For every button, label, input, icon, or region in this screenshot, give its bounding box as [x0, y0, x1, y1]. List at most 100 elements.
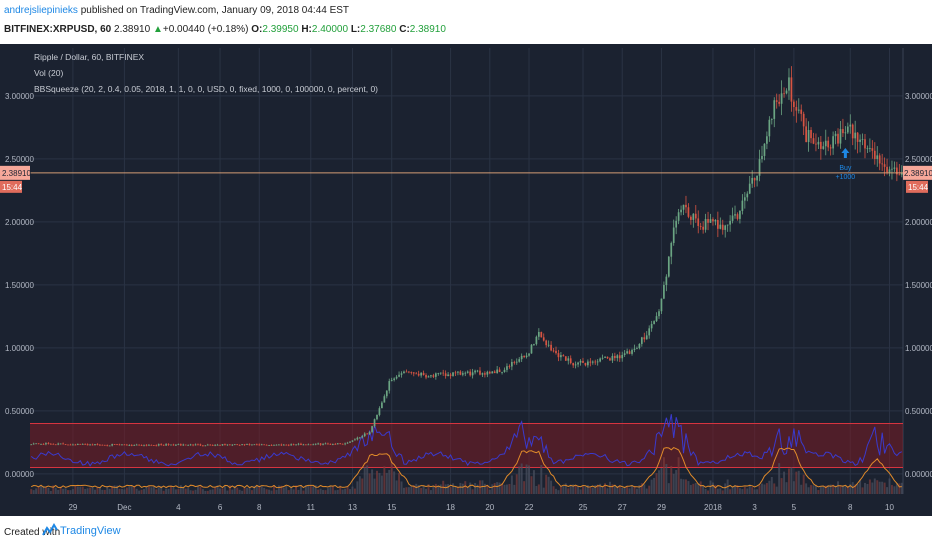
volume-bar	[555, 488, 557, 494]
volume-bar	[496, 482, 499, 494]
x-tick-label: Dec	[117, 503, 131, 512]
candle-body	[430, 375, 432, 377]
volume-bar	[326, 488, 329, 494]
candle-body	[329, 443, 332, 445]
candle-body	[410, 372, 413, 373]
price-chart[interactable]: Buy +1000 3.00000 2.50000 2.00000 1.50000 1.…	[0, 44, 932, 516]
volume-bar	[277, 485, 280, 494]
volume-bar	[476, 484, 479, 494]
candle-body	[331, 443, 334, 445]
candle-body	[96, 444, 99, 445]
candle-body	[633, 348, 636, 350]
volume-bar	[895, 483, 898, 494]
volume-bar	[547, 476, 550, 494]
volume-bar	[253, 485, 256, 494]
volume-bar	[488, 489, 491, 494]
tradingview-logo-icon[interactable]	[42, 523, 58, 537]
volume-bar	[54, 487, 57, 494]
candle-body	[812, 138, 815, 144]
candle-body	[829, 147, 832, 149]
candle-body	[349, 441, 351, 443]
left-price-axis[interactable]: 3.00000 2.50000 2.00000 1.50000 1.00000 0.500…	[5, 92, 34, 479]
candle-body	[636, 348, 638, 349]
candle-body	[574, 364, 577, 366]
x-tick-label: 18	[446, 503, 455, 512]
volume-bar	[412, 485, 415, 494]
low-value: 2.37680	[360, 24, 397, 35]
candle-body	[555, 350, 557, 354]
volume-bar	[407, 487, 410, 494]
right-price-axis[interactable]: 3.00000 2.50000 2.00000 1.50000 1.00000 0.500…	[905, 92, 932, 479]
candle-body	[305, 444, 307, 446]
candle-body	[79, 443, 82, 445]
candle-body	[35, 443, 37, 445]
candle-body	[783, 93, 785, 95]
volume-bar	[108, 488, 111, 494]
volume-bar	[118, 488, 121, 494]
candle-body	[756, 175, 758, 181]
candle-body	[645, 335, 648, 340]
candle-body	[621, 354, 624, 359]
volume-bar	[275, 489, 278, 494]
volume-bar	[138, 490, 141, 494]
volume-bar	[469, 482, 472, 494]
volume-bar	[599, 483, 602, 494]
volume-bar	[660, 468, 663, 494]
candle-body	[606, 356, 609, 359]
author-link[interactable]: andrejsliepinieks	[4, 5, 78, 16]
volume-bar	[35, 488, 38, 494]
tradingview-brand[interactable]: TradingView	[60, 525, 121, 537]
volume-bar	[116, 485, 119, 494]
candle-body	[766, 136, 768, 144]
candle-body	[45, 443, 47, 445]
candle-body	[258, 444, 261, 446]
volume-bar	[52, 485, 55, 494]
candle-body	[67, 444, 69, 446]
volume-bar	[194, 489, 197, 494]
volume-bar	[486, 484, 489, 494]
volume-bar	[834, 485, 837, 494]
volume-bar	[662, 457, 665, 494]
volume-bar	[532, 470, 535, 494]
candle-body	[206, 444, 209, 446]
volume-bar	[444, 484, 447, 494]
volume-bar	[890, 485, 893, 494]
candle-body	[32, 443, 35, 445]
candle-body	[886, 166, 888, 173]
candle-body	[513, 361, 516, 363]
volume-bar	[628, 488, 631, 494]
candle-body	[839, 129, 842, 144]
candle-body	[211, 445, 214, 446]
volume-bar	[376, 470, 378, 494]
time-tag-left-box	[0, 180, 22, 193]
time-axis[interactable]: 29 Dec 4 6 8 11 13 15 18 20 22 25 27 29 2018 3 5 8 10	[68, 503, 894, 512]
candle-body	[790, 77, 793, 102]
candle-body	[251, 444, 253, 446]
candle-body	[74, 444, 77, 446]
volume-bar	[775, 486, 778, 494]
candle-body	[469, 371, 472, 376]
volume-bar	[349, 489, 351, 494]
volume-bar	[165, 488, 168, 494]
volume-bar	[79, 486, 82, 494]
volume-bar	[37, 486, 40, 494]
candle-body	[687, 207, 690, 217]
candle-body	[228, 444, 231, 446]
candle-body	[314, 443, 317, 445]
candle-body	[238, 444, 241, 446]
volume-bar	[812, 485, 815, 494]
volume-bar	[802, 474, 805, 494]
volume-bar	[574, 485, 577, 494]
volume-bar	[312, 486, 315, 494]
volume-bar	[287, 490, 290, 494]
candle-body	[111, 444, 114, 446]
candle-body	[861, 139, 864, 141]
volume-bar	[582, 486, 584, 494]
volume-bar	[393, 471, 396, 494]
candle-body	[795, 107, 798, 111]
candle-body	[842, 129, 844, 134]
candle-body	[557, 353, 560, 358]
volume-bar	[226, 490, 229, 494]
chart-area[interactable]: Buy +1000 3.00000 2.50000 2.00000 1.50000 1.…	[0, 44, 932, 516]
volume-bar	[719, 488, 722, 494]
